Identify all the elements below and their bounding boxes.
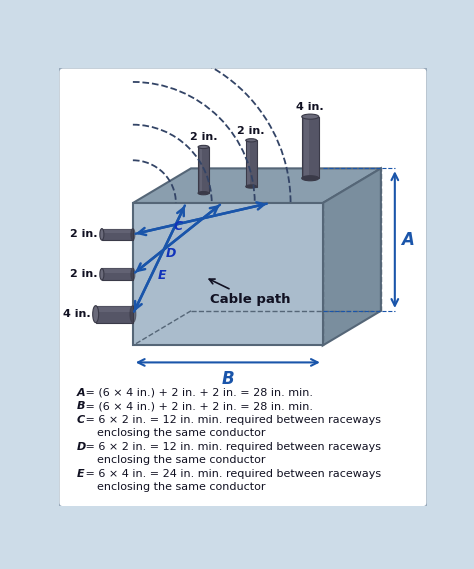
- Polygon shape: [302, 117, 319, 178]
- Text: B: B: [76, 401, 85, 411]
- Ellipse shape: [130, 306, 136, 323]
- Ellipse shape: [131, 269, 135, 280]
- Text: E: E: [76, 469, 84, 479]
- Ellipse shape: [198, 192, 209, 195]
- Text: C: C: [76, 415, 84, 425]
- Text: D: D: [76, 442, 85, 452]
- FancyBboxPatch shape: [58, 68, 428, 507]
- Text: 2 in.: 2 in.: [70, 269, 97, 279]
- Polygon shape: [200, 147, 202, 193]
- Text: = 6 × 2 in. = 12 in. min. required between raceways: = 6 × 2 in. = 12 in. min. required betwe…: [82, 442, 382, 452]
- Polygon shape: [102, 269, 133, 280]
- Text: B: B: [221, 370, 234, 388]
- Ellipse shape: [246, 185, 256, 188]
- Text: = (6 × 4 in.) + 2 in. + 2 in. = 28 in. min.: = (6 × 4 in.) + 2 in. + 2 in. = 28 in. m…: [82, 401, 313, 411]
- Text: enclosing the same conductor: enclosing the same conductor: [76, 428, 266, 438]
- Text: 2 in.: 2 in.: [70, 229, 97, 240]
- Text: enclosing the same conductor: enclosing the same conductor: [76, 455, 266, 465]
- Ellipse shape: [246, 139, 256, 142]
- Text: = 6 × 4 in. = 24 in. min. required between raceways: = 6 × 4 in. = 24 in. min. required betwe…: [82, 469, 382, 479]
- Polygon shape: [304, 117, 309, 178]
- Polygon shape: [102, 229, 133, 233]
- Text: enclosing the same conductor: enclosing the same conductor: [76, 482, 266, 492]
- Text: Cable path: Cable path: [209, 279, 291, 306]
- Text: 4 in.: 4 in.: [296, 102, 324, 112]
- Text: 4 in.: 4 in.: [64, 309, 91, 319]
- Polygon shape: [246, 141, 256, 187]
- Text: C: C: [173, 220, 182, 233]
- Polygon shape: [247, 141, 250, 187]
- Text: 2 in.: 2 in.: [237, 126, 265, 135]
- Polygon shape: [102, 269, 133, 273]
- Text: E: E: [158, 269, 166, 282]
- Polygon shape: [198, 147, 209, 193]
- Polygon shape: [323, 168, 381, 345]
- Ellipse shape: [302, 114, 319, 119]
- Ellipse shape: [93, 306, 99, 323]
- Text: = 6 × 2 in. = 12 in. min. required between raceways: = 6 × 2 in. = 12 in. min. required betwe…: [82, 415, 382, 425]
- Ellipse shape: [198, 145, 209, 149]
- Text: D: D: [166, 247, 176, 259]
- Text: A: A: [76, 388, 85, 398]
- Polygon shape: [96, 306, 133, 312]
- Polygon shape: [96, 306, 133, 323]
- Ellipse shape: [100, 269, 104, 280]
- Ellipse shape: [302, 176, 319, 181]
- Ellipse shape: [131, 229, 135, 240]
- Polygon shape: [102, 229, 133, 240]
- Text: 2 in.: 2 in.: [190, 133, 217, 142]
- Ellipse shape: [100, 229, 104, 240]
- Text: = (6 × 4 in.) + 2 in. + 2 in. = 28 in. min.: = (6 × 4 in.) + 2 in. + 2 in. = 28 in. m…: [82, 388, 313, 398]
- Polygon shape: [133, 168, 381, 203]
- Polygon shape: [133, 203, 323, 345]
- Text: A: A: [401, 230, 414, 249]
